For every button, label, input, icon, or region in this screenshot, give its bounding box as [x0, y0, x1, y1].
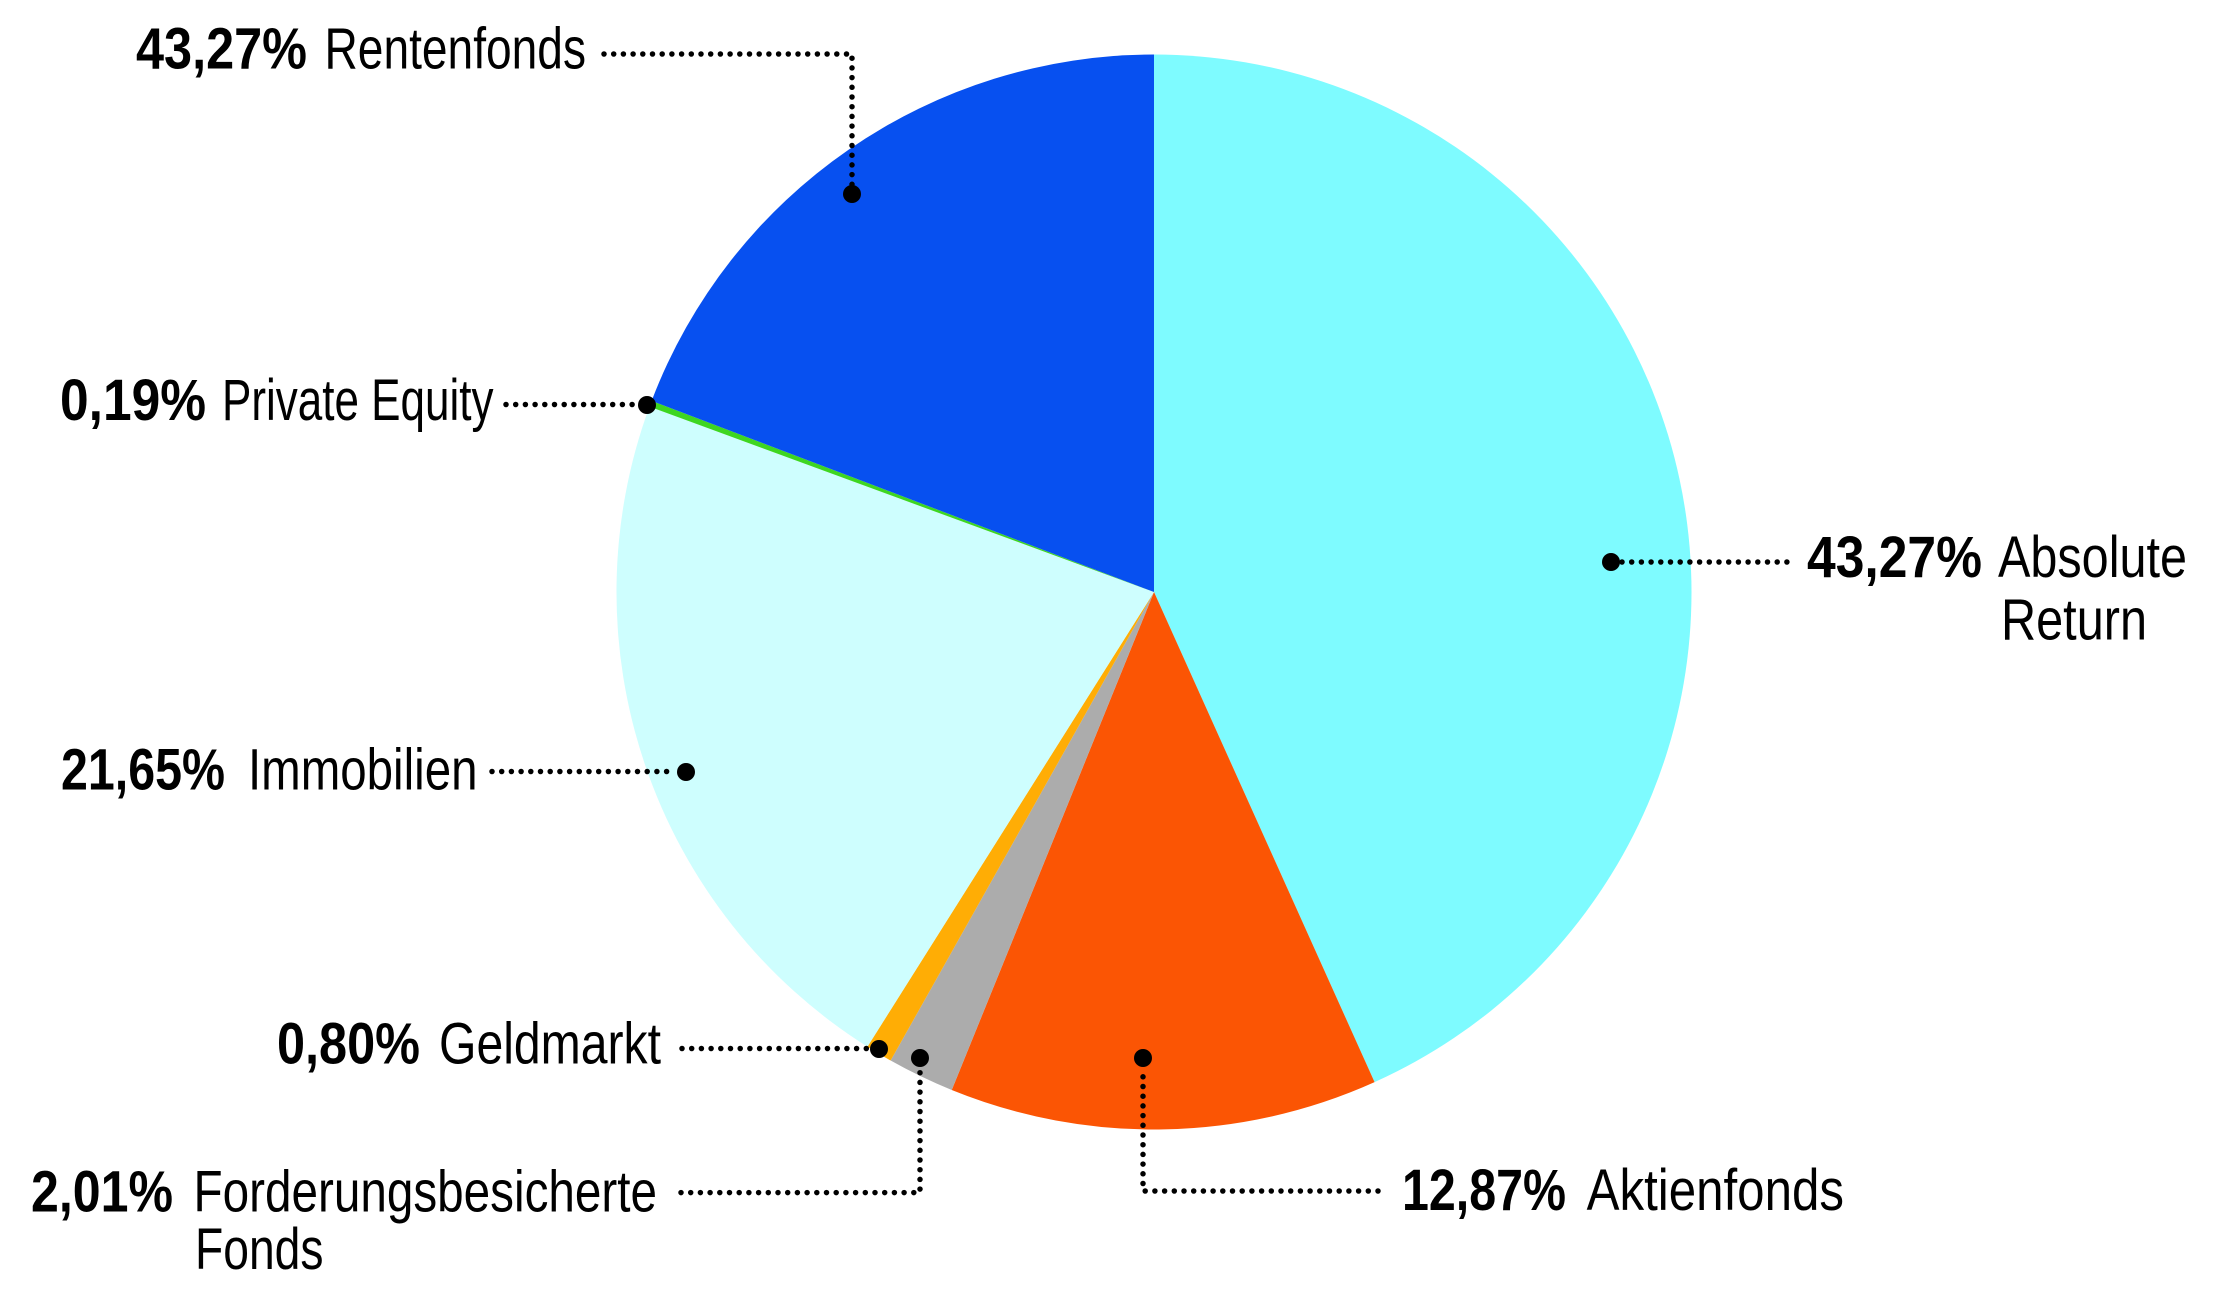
svg-text:21,65%: 21,65%: [61, 738, 225, 803]
svg-text:Rentenfonds: Rentenfonds: [325, 17, 587, 82]
svg-text:43,27%: 43,27%: [1807, 525, 1982, 590]
svg-text:Return: Return: [2001, 588, 2147, 653]
svg-text:Geldmarkt: Geldmarkt: [439, 1012, 661, 1077]
svg-text:0,80%: 0,80%: [277, 1012, 420, 1077]
svg-text:Forderungsbesicherte: Forderungsbesicherte: [194, 1160, 658, 1225]
svg-text:Immobilien: Immobilien: [248, 738, 478, 803]
svg-text:12,87%: 12,87%: [1402, 1158, 1566, 1223]
svg-text:43,27%: 43,27%: [136, 17, 307, 82]
svg-text:Aktienfonds: Aktienfonds: [1587, 1158, 1844, 1223]
svg-text:Private Equity: Private Equity: [222, 368, 494, 433]
svg-text:Absolute: Absolute: [1998, 525, 2187, 590]
svg-text:Fonds: Fonds: [195, 1217, 324, 1282]
svg-text:2,01%: 2,01%: [31, 1160, 173, 1225]
svg-text:0,19%: 0,19%: [60, 368, 206, 433]
